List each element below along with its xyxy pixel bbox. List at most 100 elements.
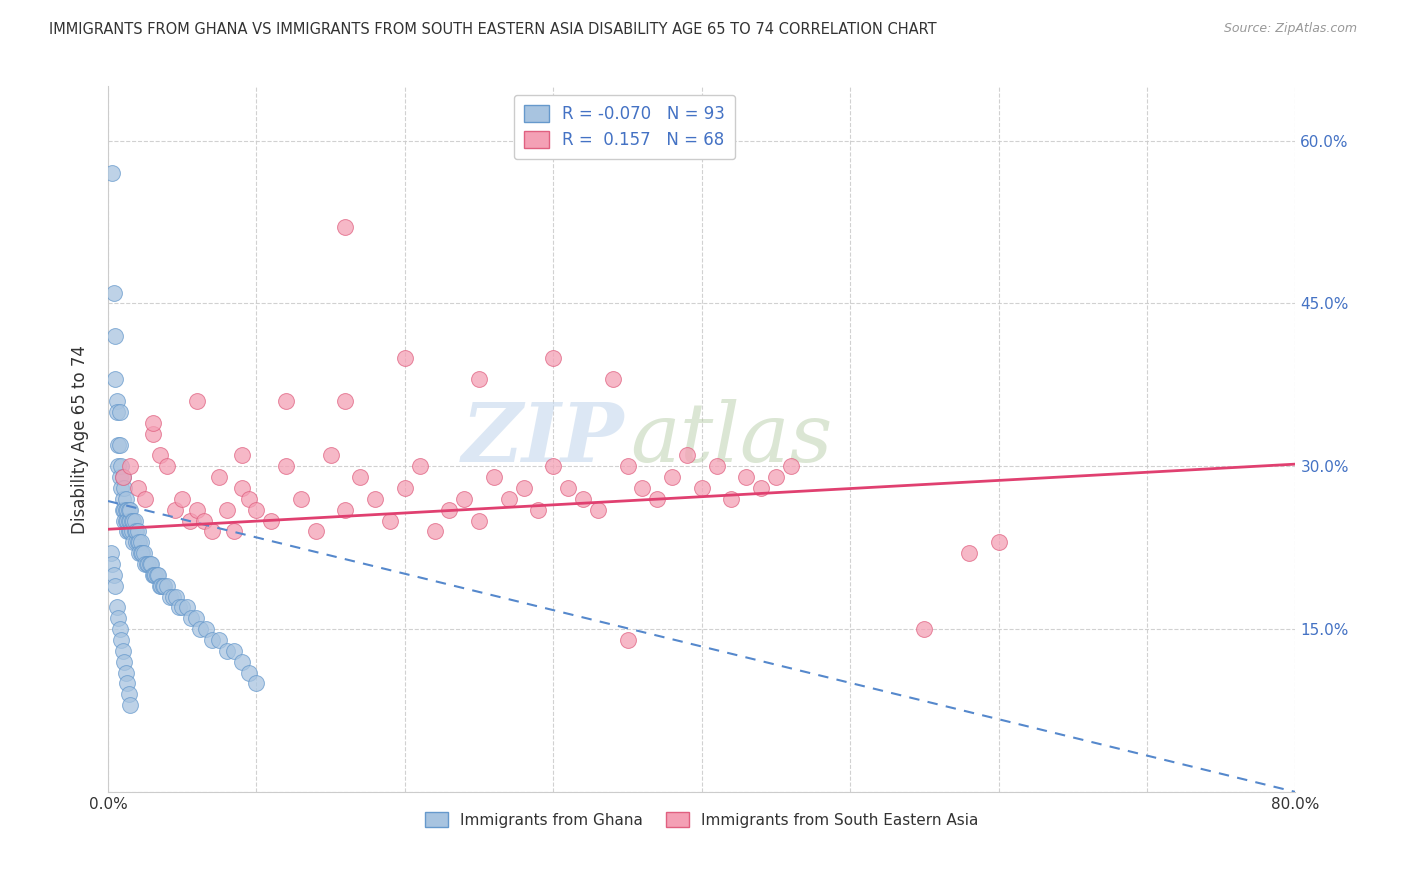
Immigrants from South Eastern Asia [439,502,461,516]
Immigrants from South Eastern Asia [765,470,787,484]
Immigrants from South Eastern Asia [224,524,246,539]
Immigrants from South Eastern Asia [409,459,432,474]
Immigrants from South Eastern Asia [498,491,520,506]
Immigrants from Ghana [114,491,136,506]
Immigrants from Ghana [124,514,146,528]
Immigrants from Ghana [117,514,139,528]
Immigrants from South Eastern Asia [111,470,134,484]
Immigrants from South Eastern Asia [335,502,357,516]
Immigrants from Ghana [152,579,174,593]
Immigrants from Ghana [101,557,124,571]
Immigrants from Ghana [132,546,155,560]
Immigrants from Ghana [172,600,194,615]
Immigrants from Ghana [128,546,150,560]
Text: atlas: atlas [630,399,832,479]
Immigrants from South Eastern Asia [735,470,758,484]
Immigrants from Ghana [184,611,207,625]
Immigrants from Ghana [146,567,169,582]
Immigrants from Ghana [125,524,148,539]
Immigrants from Ghana [224,644,246,658]
Immigrants from Ghana [111,491,134,506]
Immigrants from South Eastern Asia [274,394,297,409]
Text: Source: ZipAtlas.com: Source: ZipAtlas.com [1223,22,1357,36]
Immigrants from South Eastern Asia [186,502,208,516]
Immigrants from South Eastern Asia [156,459,179,474]
Immigrants from South Eastern Asia [141,426,163,441]
Immigrants from South Eastern Asia [468,514,491,528]
Immigrants from South Eastern Asia [616,459,638,474]
Immigrants from South Eastern Asia [172,491,194,506]
Immigrants from Ghana [176,600,198,615]
Immigrants from Ghana [111,644,134,658]
Immigrants from Ghana [118,502,141,516]
Immigrants from Ghana [103,567,125,582]
Immigrants from Ghana [188,622,211,636]
Immigrants from Ghana [131,546,153,560]
Immigrants from South Eastern Asia [335,394,357,409]
Immigrants from Ghana [117,502,139,516]
Immigrants from South Eastern Asia [149,449,172,463]
Immigrants from Ghana [107,437,129,451]
Immigrants from Ghana [108,437,131,451]
Immigrants from South Eastern Asia [364,491,387,506]
Immigrants from South Eastern Asia [163,502,186,516]
Immigrants from South Eastern Asia [378,514,401,528]
Immigrants from Ghana [134,557,156,571]
Immigrants from South Eastern Asia [179,514,201,528]
Immigrants from South Eastern Asia [290,491,312,506]
Text: IMMIGRANTS FROM GHANA VS IMMIGRANTS FROM SOUTH EASTERN ASIA DISABILITY AGE 65 TO: IMMIGRANTS FROM GHANA VS IMMIGRANTS FROM… [49,22,936,37]
Immigrants from Ghana [120,514,142,528]
Immigrants from Ghana [118,524,141,539]
Immigrants from Ghana [110,481,132,495]
Immigrants from South Eastern Asia [468,372,491,386]
Immigrants from Ghana [139,557,162,571]
Immigrants from Ghana [194,622,217,636]
Immigrants from South Eastern Asia [527,502,550,516]
Immigrants from South Eastern Asia [349,470,371,484]
Immigrants from South Eastern Asia [720,491,742,506]
Immigrants from Ghana [107,611,129,625]
Immigrants from Ghana [120,524,142,539]
Immigrants from South Eastern Asia [305,524,328,539]
Immigrants from Ghana [120,502,142,516]
Immigrants from South Eastern Asia [631,481,654,495]
Legend: Immigrants from Ghana, Immigrants from South Eastern Asia: Immigrants from Ghana, Immigrants from S… [419,805,984,834]
Immigrants from Ghana [135,557,157,571]
Immigrants from South Eastern Asia [394,481,416,495]
Immigrants from Ghana [118,514,141,528]
Immigrants from Ghana [117,524,139,539]
Immigrants from Ghana [215,644,238,658]
Immigrants from Ghana [112,502,135,516]
Immigrants from Ghana [111,470,134,484]
Immigrants from South Eastern Asia [616,632,638,647]
Immigrants from South Eastern Asia [453,491,475,506]
Immigrants from Ghana [110,459,132,474]
Immigrants from Ghana [114,502,136,516]
Immigrants from Ghana [180,611,202,625]
Immigrants from Ghana [112,514,135,528]
Immigrants from Ghana [148,567,170,582]
Immigrants from Ghana [145,567,167,582]
Immigrants from South Eastern Asia [602,372,624,386]
Immigrants from South Eastern Asia [706,459,728,474]
Immigrants from Ghana [162,590,184,604]
Immigrants from Ghana [136,557,159,571]
Immigrants from South Eastern Asia [319,449,342,463]
Immigrants from Ghana [121,524,143,539]
Immigrants from Ghana [121,514,143,528]
Immigrants from Ghana [129,535,152,549]
Immigrants from South Eastern Asia [120,459,142,474]
Immigrants from Ghana [156,579,179,593]
Immigrants from Ghana [129,546,152,560]
Immigrants from South Eastern Asia [141,416,163,430]
Immigrants from Ghana [107,459,129,474]
Immigrants from Ghana [245,676,267,690]
Immigrants from Ghana [167,600,190,615]
Immigrants from South Eastern Asia [586,502,609,516]
Immigrants from Ghana [104,329,127,343]
Immigrants from South Eastern Asia [676,449,699,463]
Immigrants from South Eastern Asia [912,622,935,636]
Immigrants from Ghana [110,632,132,647]
Immigrants from South Eastern Asia [543,351,565,365]
Immigrants from Ghana [127,535,149,549]
